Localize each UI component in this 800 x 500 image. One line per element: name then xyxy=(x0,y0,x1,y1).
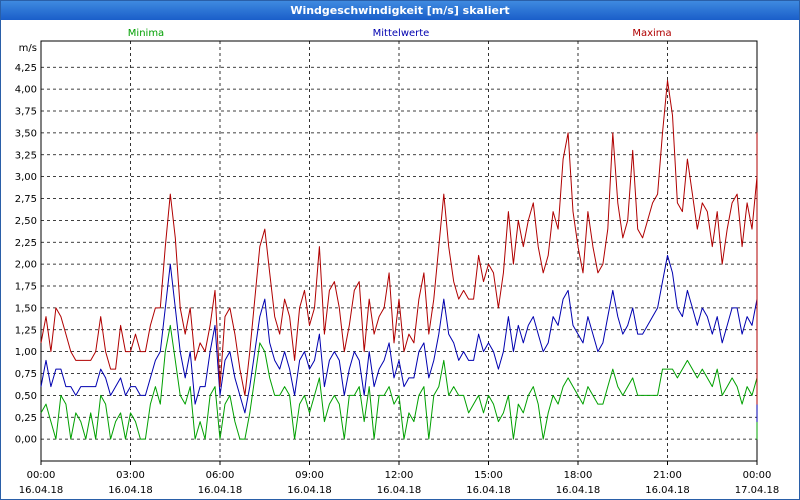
legend-minima: Minima xyxy=(128,28,164,39)
y-tick-label: 2,50 xyxy=(15,216,37,227)
y-tick-label: 2,75 xyxy=(15,194,37,205)
series-lines xyxy=(40,79,758,440)
x-tick-time: 12:00 xyxy=(385,470,414,481)
x-tick-date: 16.04.18 xyxy=(108,485,153,496)
y-tick-label: 4,00 xyxy=(15,85,37,96)
x-tick-time: 00:00 xyxy=(743,470,772,481)
x-tick-time: 06:00 xyxy=(206,470,235,481)
y-tick-label: 1,50 xyxy=(15,303,37,314)
y-axis-label: m/s xyxy=(19,43,37,54)
y-tick-label: 2,00 xyxy=(15,260,37,271)
y-tick-label: 0,00 xyxy=(15,435,37,446)
x-tick-time: 15:00 xyxy=(474,470,503,481)
x-tick-date: 17.04.18 xyxy=(735,485,780,496)
x-tick-time: 21:00 xyxy=(653,470,682,481)
chart-title: Windgeschwindigkeit [m/s] skaliert xyxy=(1,1,799,20)
series-line-maxima xyxy=(40,79,758,405)
y-tick-label: 3,25 xyxy=(15,150,37,161)
legend-maxima: Maxima xyxy=(632,28,671,39)
x-tick-date: 16.04.18 xyxy=(19,485,64,496)
x-tick-date: 16.04.18 xyxy=(645,485,690,496)
x-tick-date: 16.04.18 xyxy=(556,485,601,496)
chart-area: 0,00 0,25 0,50 0,75 1,00 1,25 1,50 1,75 2,00 2,25… xyxy=(15,28,780,496)
y-tick-label: 3,50 xyxy=(15,128,37,139)
gridlines xyxy=(41,41,757,461)
legend-mittelwerte: Mittelwerte xyxy=(373,28,430,39)
legend: Minima Mittelwerte Maxima xyxy=(128,28,672,39)
y-tick-label: 4,25 xyxy=(15,63,37,74)
y-tick-label: 1,00 xyxy=(15,347,37,358)
x-tick-date: 16.04.18 xyxy=(198,485,243,496)
y-tick-label: 1,25 xyxy=(15,325,37,336)
y-tick-label: 0,75 xyxy=(15,369,37,380)
x-tick-date: 16.04.18 xyxy=(377,485,422,496)
y-tick-label: 2,25 xyxy=(15,238,37,249)
y-tick-label: 3,00 xyxy=(15,172,37,183)
x-tick-date: 16.04.18 xyxy=(287,485,332,496)
x-tick-time: 03:00 xyxy=(116,470,145,481)
y-tick-label: 1,75 xyxy=(15,282,37,293)
y-tick-label: 0,25 xyxy=(15,413,37,424)
x-tick-time: 18:00 xyxy=(564,470,593,481)
y-tick-label: 0,50 xyxy=(15,391,37,402)
x-tick-time: 00:00 xyxy=(27,470,56,481)
x-tick-date: 16.04.18 xyxy=(466,485,511,496)
x-tick-time: 09:00 xyxy=(295,470,324,481)
y-tick-label: 3,75 xyxy=(15,107,37,118)
